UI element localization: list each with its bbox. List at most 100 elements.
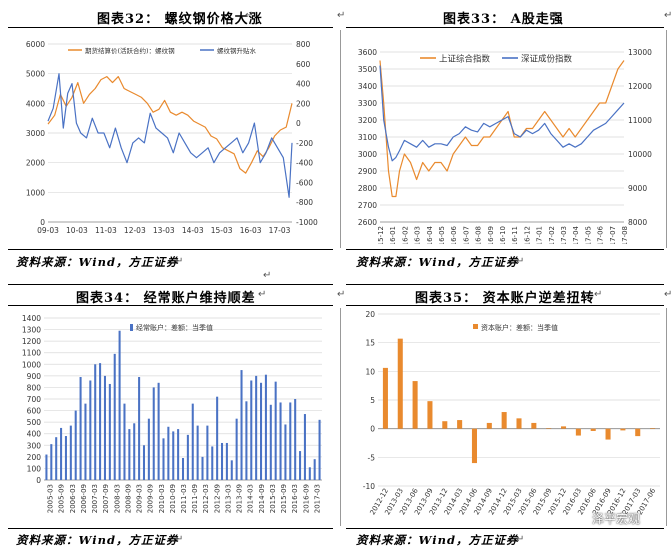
x-tick-label: 2016-09: [302, 484, 310, 513]
bar: [308, 467, 311, 480]
bar: [55, 437, 58, 480]
series-line-2: [47, 73, 293, 198]
para-mark: ↵: [263, 270, 272, 281]
series-line-1: [47, 75, 293, 174]
y-left-tick-label: 6000: [26, 40, 45, 49]
x-tick-label: 09-03: [37, 226, 59, 235]
x-tick-label: 17-02: [548, 226, 556, 244]
para-mark: ↵: [337, 10, 346, 21]
bar: [220, 442, 224, 480]
bar: [172, 431, 175, 480]
y-right-tick-label: -600: [296, 178, 313, 187]
bar: [45, 454, 48, 480]
column-divider: [340, 308, 341, 526]
bar: [235, 418, 238, 480]
x-tick-label: 17-06: [597, 225, 605, 244]
bar: [427, 401, 433, 429]
bar: [211, 446, 214, 480]
bar: [181, 458, 185, 480]
bar: [294, 399, 297, 480]
para-mark: ↵: [664, 10, 672, 21]
y-tick-label: 0: [36, 476, 41, 485]
bar: [99, 363, 102, 480]
x-tick-label: 2010-03: [158, 484, 166, 513]
y-left-tick-label: 3300: [358, 99, 377, 108]
y-tick-label: 15: [365, 339, 375, 348]
bar: [230, 460, 233, 480]
x-tick-label: 10-03: [66, 226, 88, 235]
x-tick-label: 2012-03: [202, 484, 210, 513]
chart33-a-share: 2600 2700 2800 2900 3000 3100 3200 3300 3400 3500…: [358, 48, 652, 244]
watermark: 泽平宏观: [592, 512, 641, 526]
bar: [245, 401, 248, 480]
y-left-tick-label: 2700: [358, 201, 377, 210]
bar: [60, 427, 63, 480]
y-tick-label: 200: [27, 453, 42, 462]
x-tick-label: 2014-03: [247, 484, 255, 513]
y-left-tick-label: 2900: [358, 167, 377, 176]
para-mark: ↵: [594, 289, 603, 300]
y-left-tick-label: 4000: [26, 99, 45, 108]
source-note: 资料来源：Wind，方正证券: [356, 255, 519, 269]
y-right-tick-label: 0: [296, 119, 301, 128]
chart34-caption: 图表34： 经常账户维持顺差: [76, 291, 256, 306]
y-left-tick-label: 3600: [358, 48, 377, 57]
source-note: 资料来源：Wind，方正证券: [16, 255, 179, 269]
legend-swatch: [473, 324, 478, 329]
bar: [216, 396, 219, 480]
x-tick-label: 17-08: [621, 226, 629, 244]
bar: [289, 402, 292, 480]
x-tick-label: 2008-03: [113, 484, 121, 513]
bar: [279, 402, 282, 480]
bar: [240, 370, 243, 480]
y-left-tick-label: 1000: [26, 188, 45, 197]
bar: [620, 428, 626, 431]
chart35-caption: 图表35： 资本账户逆差扭转: [415, 291, 595, 306]
bar: [264, 374, 267, 480]
bar: [157, 382, 160, 480]
x-tick-label: 15-12: [377, 226, 385, 244]
bar: [142, 445, 146, 480]
y-right-tick-label: 200: [296, 99, 311, 108]
bar: [64, 436, 67, 480]
bar: [590, 428, 596, 431]
y-tick-label: 700: [27, 395, 42, 404]
rule-mid2-left: [8, 305, 333, 306]
source-note: 资料来源：Wind，方正证券: [356, 533, 519, 547]
x-tick-label: 2013-09: [236, 484, 244, 513]
bar: [486, 422, 492, 429]
legend-label: 螺纹钢升贴水: [217, 46, 257, 55]
y-tick-label: -10: [363, 482, 375, 491]
y-left-tick-label: 3100: [358, 133, 377, 142]
source-note: 资料来源：Wind，方正证券: [16, 533, 179, 547]
bar: [299, 451, 302, 480]
rule-bottom-left: [8, 528, 333, 529]
bar: [89, 380, 92, 480]
bar: [196, 425, 199, 480]
bar: [575, 428, 581, 436]
legend-swatch: [130, 324, 133, 331]
para-mark: ↵: [516, 256, 525, 267]
rule-mid2-right: [346, 305, 664, 306]
column-divider: [340, 30, 341, 248]
y-right-tick-label: -1000: [296, 218, 318, 227]
para-mark: ↵: [549, 10, 558, 21]
bar: [138, 377, 141, 480]
x-tick-label: 11-03: [95, 226, 117, 235]
y-tick-label: 20: [365, 310, 375, 319]
bar: [108, 383, 111, 480]
x-tick-label: 17-04: [572, 225, 580, 244]
chart34-current-account: 0 100 200 300 400 500 600 700 800 900 1000 1100 1200…: [22, 314, 322, 513]
y-right-tick-label: -200: [296, 139, 313, 148]
para-mark: ↵: [175, 256, 184, 267]
y-tick-label: 900: [27, 372, 42, 381]
y-left-tick-label: 0: [40, 218, 45, 227]
legend-label: 深证成份指数: [521, 54, 573, 65]
rule-src-left: [8, 249, 333, 250]
y-left-tick-label: 3400: [358, 82, 377, 91]
y-tick-label: 10: [365, 367, 375, 376]
para-mark: ↵: [337, 289, 346, 300]
x-tick-label: 2015-09: [280, 484, 288, 513]
y-tick-label: 600: [27, 407, 42, 416]
y-right-tick-label: 800: [296, 40, 311, 49]
